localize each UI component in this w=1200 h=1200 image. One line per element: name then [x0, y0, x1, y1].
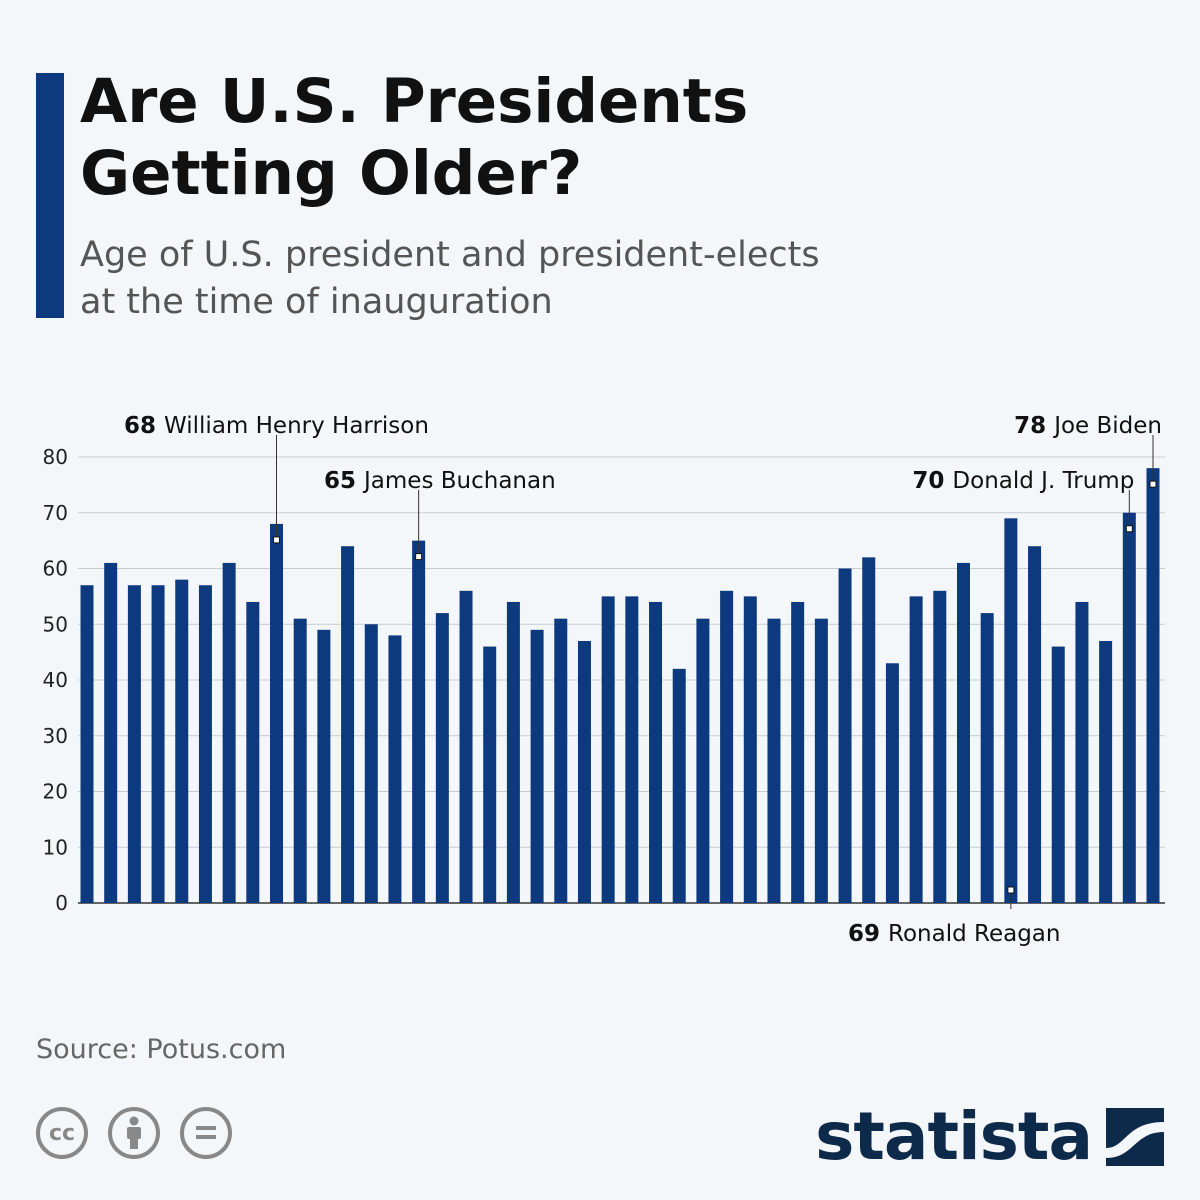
annotation-marker	[1149, 480, 1157, 488]
bar	[127, 585, 141, 903]
y-tick-label: 0	[55, 891, 68, 915]
annotation-name: Joe Biden	[1052, 413, 1162, 439]
y-tick-label: 70	[43, 501, 68, 525]
person-icon	[127, 1116, 141, 1149]
bar	[530, 629, 544, 903]
bar-chart: 0 10 20 30 40 50 60 70 80 68 William Henry Harris…	[43, 413, 1165, 947]
bar	[1075, 601, 1089, 903]
annotation-name: Ronald Reagan	[888, 921, 1060, 947]
y-tick-label: 20	[43, 780, 68, 804]
annotation-label: 78 Joe Biden	[1014, 413, 1162, 439]
bar	[104, 562, 118, 903]
bar	[151, 585, 165, 903]
y-tick-label: 80	[43, 445, 68, 469]
y-tick-label: 60	[43, 557, 68, 581]
bar	[483, 646, 497, 903]
bar	[293, 618, 307, 903]
subtitle-line-2: at the time of inauguration	[80, 282, 553, 322]
annotation-marker	[415, 553, 423, 561]
bar	[412, 540, 426, 903]
bar	[696, 618, 710, 903]
bar	[980, 613, 994, 903]
bar	[814, 618, 828, 903]
bar	[1028, 546, 1042, 903]
annotation-label: 70 Donald J. Trump	[912, 468, 1134, 494]
cc-icon[interactable]: cc	[36, 1107, 88, 1159]
page-title: Are U.S. Presidents Getting Older?	[80, 66, 1080, 210]
annotation-value: 69	[848, 921, 888, 947]
statista-logo-icon	[1106, 1107, 1164, 1166]
bar	[435, 613, 449, 903]
equals-icon	[196, 1126, 216, 1139]
brand-name: statista	[815, 1098, 1093, 1175]
bar	[601, 596, 615, 903]
attribution-icon[interactable]	[108, 1107, 160, 1159]
subtitle: Age of U.S. president and president-elec…	[80, 232, 980, 326]
annotation-name: William Henry Harrison	[164, 413, 429, 439]
annotation-label: 69 Ronald Reagan	[848, 921, 1060, 947]
bar	[862, 557, 876, 903]
statista-logo[interactable]: statista	[815, 1098, 1164, 1175]
annotation-name: James Buchanan	[362, 468, 556, 494]
bar	[625, 596, 639, 903]
bar	[1122, 512, 1136, 903]
bar	[577, 640, 591, 903]
annotation-value: 68	[124, 413, 164, 439]
title-line-2: Getting Older?	[80, 138, 583, 209]
bar	[1004, 518, 1018, 903]
bar	[270, 523, 284, 903]
y-tick-label: 30	[43, 724, 68, 748]
annotation-value: 65	[324, 468, 364, 494]
annotation-value: 70	[912, 468, 952, 494]
y-tick-label: 50	[43, 612, 68, 636]
bar	[364, 624, 378, 903]
bar	[743, 596, 757, 903]
bar	[317, 629, 331, 903]
annotation-name: Donald J. Trump	[952, 468, 1134, 494]
bar	[246, 601, 260, 903]
bar	[341, 546, 355, 903]
annotation-value: 78	[1014, 413, 1054, 439]
annotation-marker	[273, 536, 281, 544]
bar	[885, 663, 899, 903]
bar	[791, 601, 805, 903]
bar	[909, 596, 923, 903]
bar	[767, 618, 781, 903]
bar	[1051, 646, 1065, 903]
accent-bar	[36, 73, 64, 318]
bar	[956, 562, 970, 903]
bar	[720, 590, 734, 903]
no-derivatives-icon[interactable]	[180, 1107, 232, 1159]
y-tick-label: 10	[43, 835, 68, 859]
annotation-marker	[1125, 525, 1133, 533]
bar	[175, 579, 189, 903]
bar	[388, 635, 402, 903]
title-line-1: Are U.S. Presidents	[80, 66, 749, 137]
bar	[459, 590, 473, 903]
bar	[1146, 468, 1160, 903]
bar	[80, 585, 94, 903]
y-tick-label: 40	[43, 668, 68, 692]
source-text: Source: Potus.com	[36, 1034, 287, 1065]
bar	[506, 601, 520, 903]
bar	[198, 585, 212, 903]
bar	[672, 668, 686, 903]
bar	[933, 590, 947, 903]
cc-label: cc	[48, 1120, 76, 1146]
subtitle-line-1: Age of U.S. president and president-elec…	[80, 235, 820, 275]
annotation-label: 65 James Buchanan	[324, 468, 556, 494]
bar	[838, 568, 852, 903]
annotation-label: 68 William Henry Harrison	[124, 413, 429, 439]
bar	[1099, 640, 1113, 903]
bar	[222, 562, 236, 903]
bar	[649, 601, 663, 903]
bar	[554, 618, 568, 903]
annotation-marker	[1007, 886, 1015, 894]
